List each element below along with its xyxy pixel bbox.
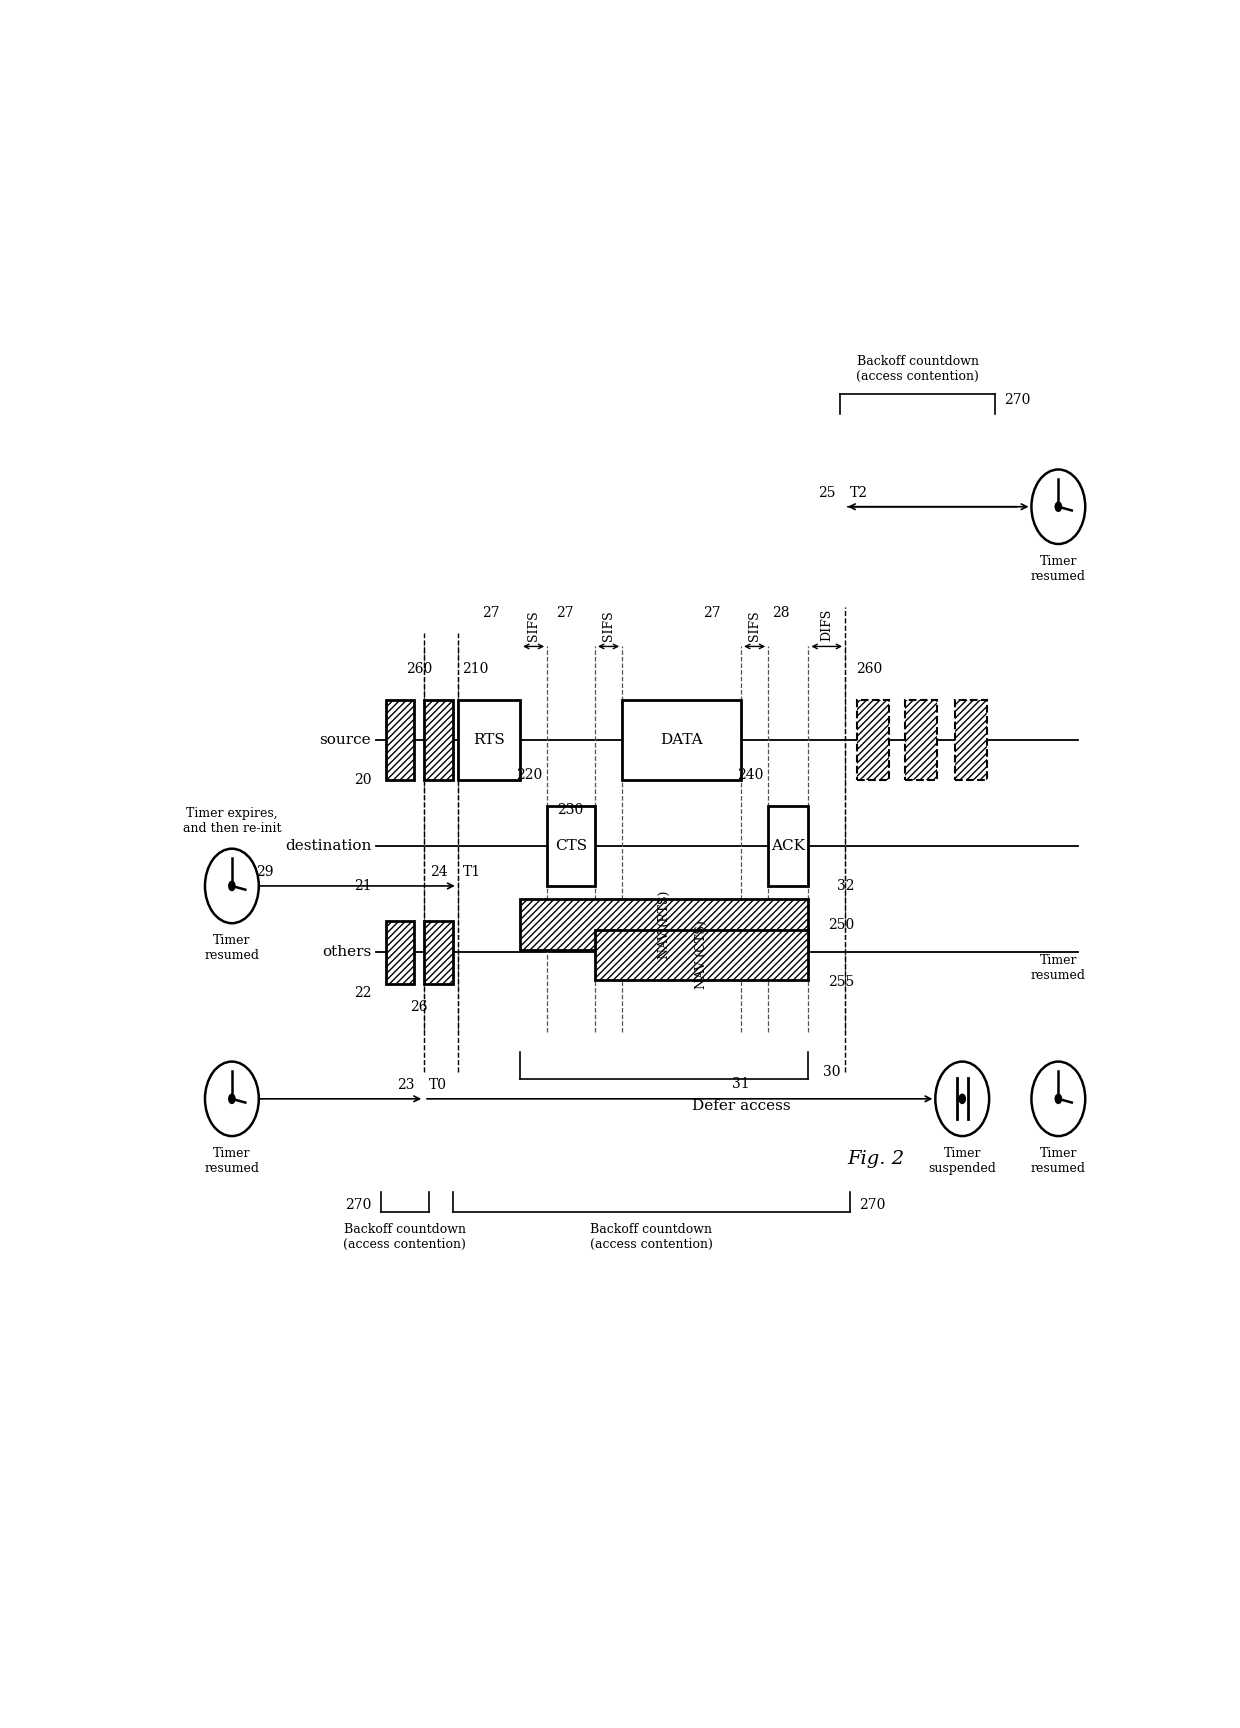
Text: 24: 24 — [430, 866, 448, 880]
Circle shape — [1054, 501, 1063, 511]
Text: 260: 260 — [857, 662, 883, 676]
Bar — [458, 700, 521, 779]
Text: 29: 29 — [255, 866, 273, 880]
Bar — [547, 805, 595, 886]
Text: Timer
resumed: Timer resumed — [205, 1147, 259, 1175]
Text: NAV (RTS): NAV (RTS) — [658, 890, 671, 959]
Text: Fig. 2: Fig. 2 — [847, 1149, 904, 1168]
Text: CTS: CTS — [556, 840, 588, 854]
Text: 27: 27 — [703, 607, 720, 620]
Text: source: source — [320, 733, 371, 746]
Text: Timer
resumed: Timer resumed — [1030, 954, 1086, 982]
Bar — [386, 921, 414, 983]
Text: DIFS: DIFS — [820, 608, 833, 641]
Text: 30: 30 — [823, 1064, 841, 1080]
Circle shape — [935, 1061, 990, 1135]
Text: T2: T2 — [849, 486, 868, 499]
Text: 25: 25 — [818, 486, 836, 499]
Text: DATA: DATA — [661, 733, 703, 746]
Text: 220: 220 — [516, 769, 542, 783]
Bar — [521, 899, 808, 950]
Text: Backoff countdown
(access contention): Backoff countdown (access contention) — [590, 1223, 713, 1251]
Text: RTS: RTS — [474, 733, 505, 746]
Text: SIFS: SIFS — [748, 610, 761, 641]
Bar — [857, 700, 889, 779]
Circle shape — [228, 881, 236, 892]
Circle shape — [205, 1061, 259, 1135]
Bar — [768, 805, 808, 886]
Text: 270: 270 — [1004, 394, 1030, 408]
Circle shape — [205, 848, 259, 923]
Text: Defer access: Defer access — [692, 1099, 791, 1113]
Text: Backoff countdown
(access contention): Backoff countdown (access contention) — [343, 1223, 466, 1251]
Circle shape — [959, 1094, 966, 1104]
Text: 270: 270 — [345, 1198, 371, 1213]
Text: T0: T0 — [429, 1078, 446, 1092]
Bar — [622, 700, 742, 779]
Bar — [955, 700, 987, 779]
Text: Timer expires,
and then re-init: Timer expires, and then re-init — [182, 807, 281, 835]
Text: Timer
resumed: Timer resumed — [1030, 1147, 1086, 1175]
Bar — [905, 700, 937, 779]
Text: 20: 20 — [353, 772, 371, 786]
Text: destination: destination — [285, 840, 371, 854]
Text: 27: 27 — [481, 607, 500, 620]
Text: Timer
resumed: Timer resumed — [205, 933, 259, 962]
Bar — [386, 700, 414, 779]
Text: Timer
resumed: Timer resumed — [1030, 555, 1086, 582]
Text: 28: 28 — [771, 607, 790, 620]
Text: 260: 260 — [407, 662, 433, 676]
Text: 210: 210 — [463, 662, 489, 676]
Text: 250: 250 — [828, 918, 854, 931]
Circle shape — [1032, 470, 1085, 544]
Bar — [424, 921, 453, 983]
Text: ACK: ACK — [771, 840, 805, 854]
Text: 270: 270 — [859, 1198, 885, 1213]
Circle shape — [1032, 1061, 1085, 1135]
Text: T1: T1 — [463, 866, 481, 880]
Bar — [424, 700, 453, 779]
Text: Backoff countdown
(access contention): Backoff countdown (access contention) — [856, 354, 980, 384]
Text: NAV (CTS): NAV (CTS) — [696, 921, 708, 990]
Text: 240: 240 — [737, 769, 764, 783]
Bar — [595, 930, 808, 980]
Circle shape — [1054, 1094, 1063, 1104]
Text: 23: 23 — [397, 1078, 414, 1092]
Text: 27: 27 — [557, 607, 574, 620]
Text: 21: 21 — [353, 880, 371, 893]
Text: Timer
suspended: Timer suspended — [929, 1147, 996, 1175]
Text: others: others — [322, 945, 371, 959]
Circle shape — [228, 1094, 236, 1104]
Text: SIFS: SIFS — [603, 610, 615, 641]
Text: 255: 255 — [828, 975, 854, 988]
Text: 230: 230 — [557, 804, 584, 817]
Text: 32: 32 — [837, 880, 854, 893]
Text: SIFS: SIFS — [527, 610, 541, 641]
Text: 31: 31 — [733, 1077, 750, 1090]
Text: 22: 22 — [353, 985, 371, 1001]
Text: 26: 26 — [410, 999, 428, 1014]
